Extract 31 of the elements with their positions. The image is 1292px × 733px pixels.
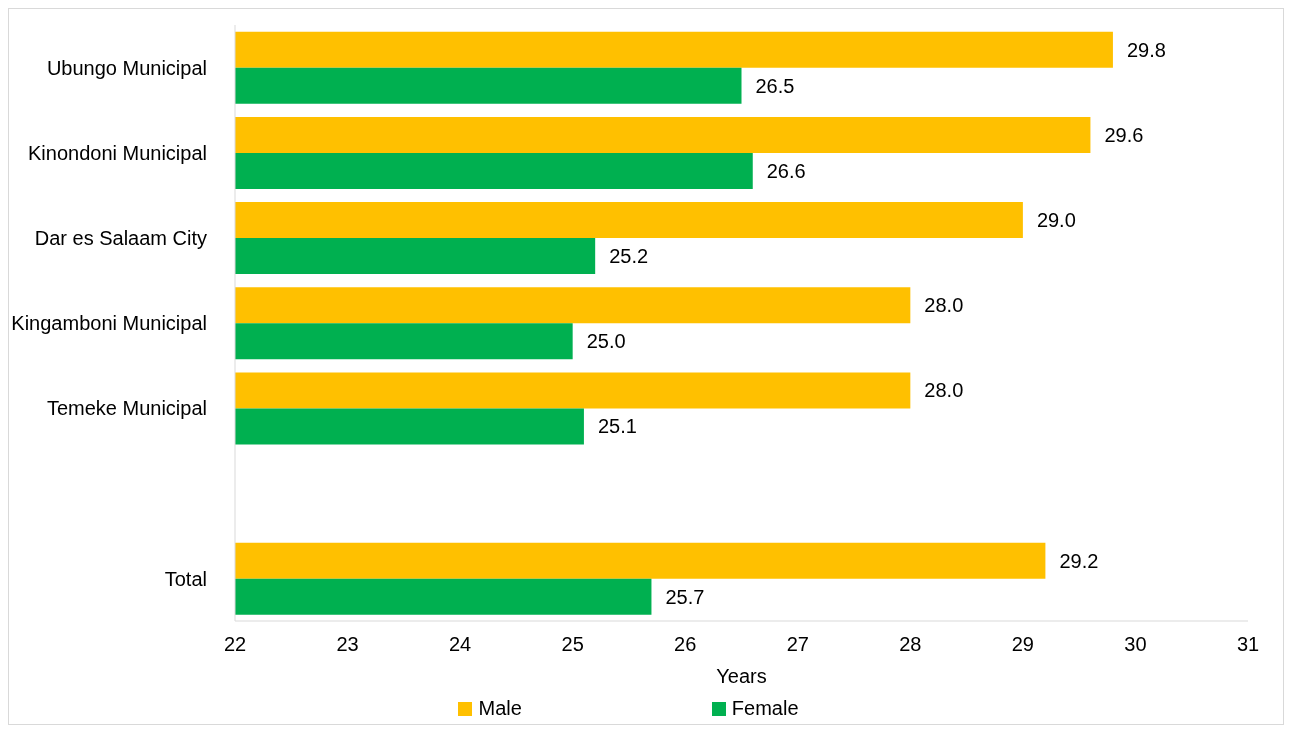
data-label: 28.0 [924,294,964,317]
data-label: 25.7 [665,585,705,608]
y-tick-label: Temeke Municipal [46,397,207,420]
x-tick-label: 23 [336,633,359,656]
x-tick-label: 27 [786,633,809,656]
y-tick-label: Total [164,567,207,590]
legend-label: Female [730,697,799,720]
data-label: 29.8 [1126,38,1166,61]
x-tick-label: 30 [1124,633,1147,656]
data-label: 25.0 [586,330,626,353]
data-label: 26.5 [755,74,795,97]
y-tick-label: Ubungo Municipal [46,56,207,79]
data-label: 29.2 [1059,549,1099,572]
y-tick-label: Dar es Salaam City [34,226,207,249]
y-tick-label: Kingamboni Municipal [11,312,207,335]
data-label: 29.0 [1036,209,1076,232]
x-axis-title: Years [716,665,767,687]
data-label: 29.6 [1104,124,1144,147]
x-tick-label: 26 [674,633,697,656]
x-tick-label: 24 [448,633,472,656]
legend-label: Male [477,697,522,720]
x-tick-label: 31 [1236,633,1260,656]
y-tick-label: Kinondoni Municipal [27,141,207,164]
x-tick-label: 28 [899,633,922,656]
x-tick-label: 22 [223,633,247,656]
data-label: 25.2 [609,245,649,268]
data-label: 25.1 [597,415,637,438]
x-tick-label: 29 [1011,633,1035,656]
x-tick-label: 25 [561,633,584,656]
data-label: 28.0 [924,379,964,402]
data-label: 26.6 [766,160,806,183]
